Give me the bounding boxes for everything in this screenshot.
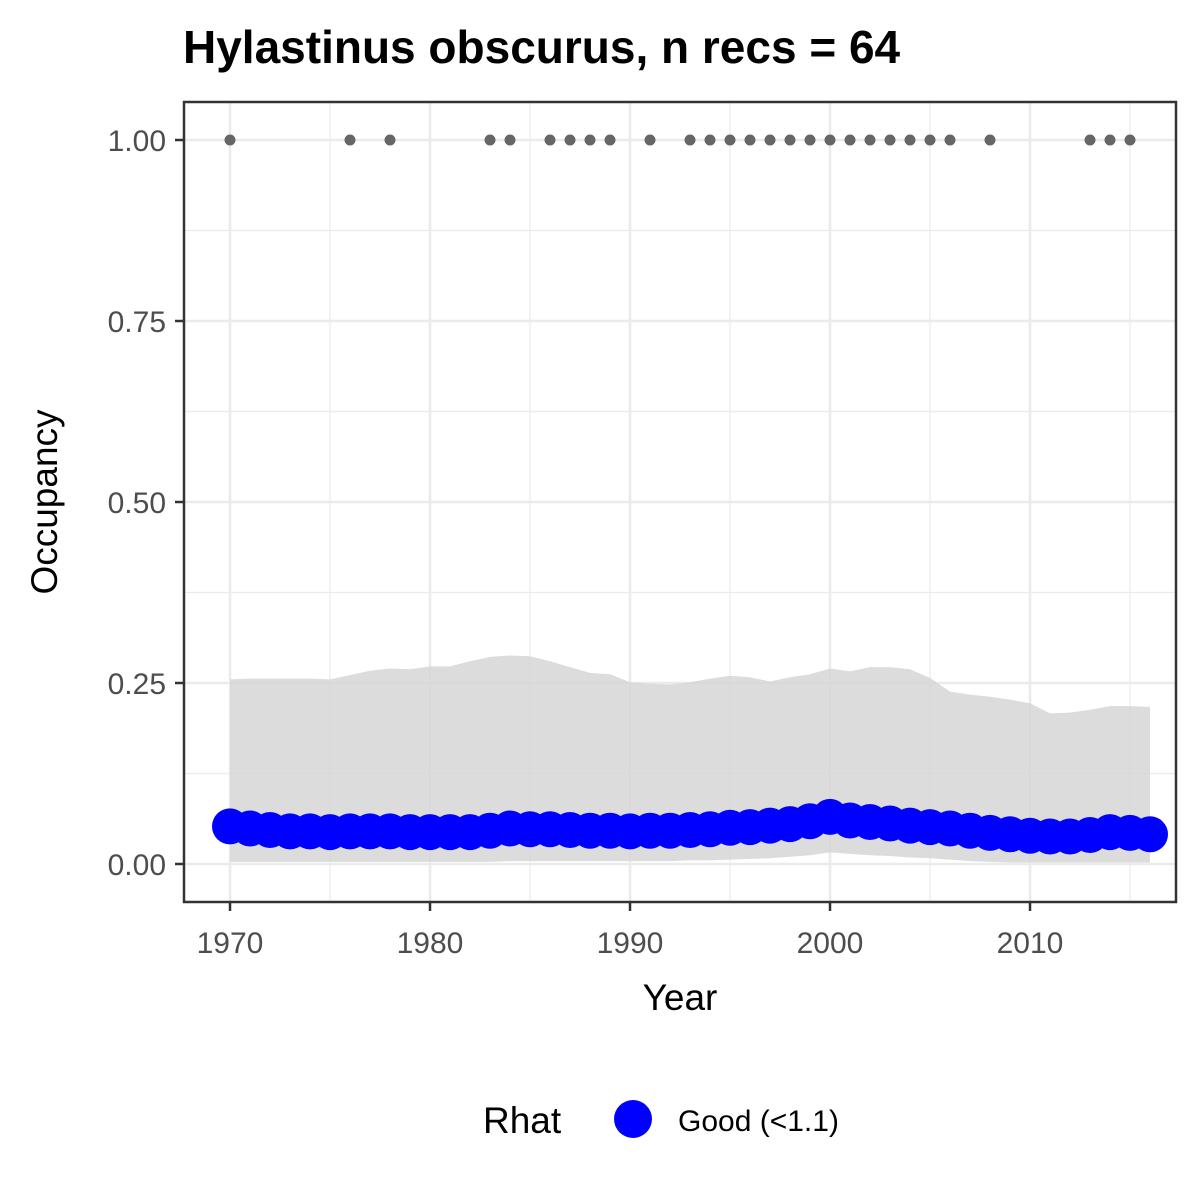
record-point: [804, 134, 816, 146]
record-point: [344, 134, 356, 146]
y-tick-label: 1.00: [108, 125, 166, 158]
y-tick-label: 0.75: [108, 306, 166, 339]
record-point: [564, 134, 576, 146]
y-tick-label: 0.25: [108, 668, 166, 701]
record-points: [224, 134, 1136, 146]
y-tick-label: 0.00: [108, 849, 166, 882]
record-point: [644, 134, 656, 146]
record-point: [704, 134, 716, 146]
record-point: [604, 134, 616, 146]
x-tick-label: 1990: [597, 927, 664, 960]
x-tick-label: 2000: [797, 927, 864, 960]
record-point: [844, 134, 856, 146]
record-point: [1124, 134, 1136, 146]
record-point: [504, 134, 516, 146]
y-axis-title: Occupancy: [24, 409, 65, 595]
record-point: [824, 134, 836, 146]
legend-title: Rhat: [483, 1100, 562, 1141]
record-point: [1104, 134, 1116, 146]
record-point: [944, 134, 956, 146]
record-point: [1084, 134, 1096, 146]
record-point: [744, 134, 756, 146]
record-point: [764, 134, 776, 146]
chart-title: Hylastinus obscurus, n recs = 64: [183, 21, 901, 73]
series-point: [1132, 816, 1168, 853]
record-point: [484, 134, 496, 146]
occupancy-series: [212, 798, 1168, 855]
record-point: [904, 134, 916, 146]
record-point: [864, 134, 876, 146]
record-point: [584, 134, 596, 146]
legend-label-good: Good (<1.1): [678, 1105, 839, 1138]
legend: Rhat Good (<1.1): [483, 1100, 839, 1141]
record-point: [724, 134, 736, 146]
y-tick-label: 0.50: [108, 487, 166, 520]
x-tick-label: 2010: [997, 927, 1064, 960]
y-axis: 0.00 0.25 0.50 0.75 1.00: [108, 125, 184, 882]
record-point: [544, 134, 556, 146]
record-point: [684, 134, 696, 146]
record-point: [784, 134, 796, 146]
record-point: [984, 134, 996, 146]
record-point: [924, 134, 936, 146]
x-tick-label: 1970: [197, 927, 264, 960]
record-point: [384, 134, 396, 146]
x-axis-title: Year: [643, 977, 718, 1018]
legend-key-good: [614, 1100, 652, 1138]
x-axis: 1970 1980 1990 2000 2010: [197, 902, 1064, 960]
x-tick-label: 1980: [397, 927, 464, 960]
record-point: [884, 134, 896, 146]
record-point: [224, 134, 236, 146]
